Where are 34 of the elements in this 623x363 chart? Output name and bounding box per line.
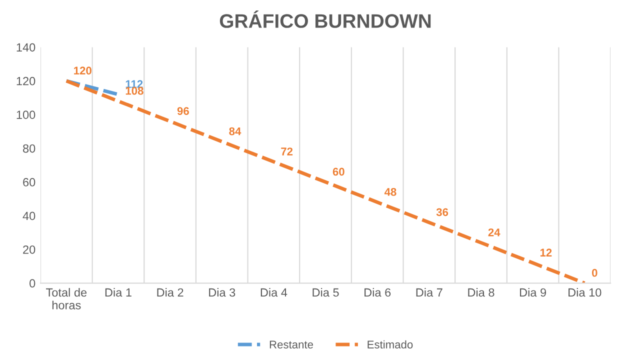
x-tick-label: Dia 7 bbox=[416, 288, 442, 297]
y-tick-label: 120 bbox=[16, 76, 36, 86]
x-tick-label: Dia 1 bbox=[105, 288, 132, 297]
data-label: 36 bbox=[436, 208, 448, 216]
x-tick-label: Dia 10 bbox=[568, 288, 602, 297]
data-label: 108 bbox=[126, 86, 144, 95]
data-label: 120 bbox=[74, 66, 92, 75]
legend-label: Estimado bbox=[368, 340, 413, 348]
y-tick-label: 0 bbox=[30, 279, 36, 288]
x-tick-label: Dia 8 bbox=[468, 288, 494, 297]
x-tick-label: Total de horas bbox=[46, 288, 87, 310]
y-tick-label: 20 bbox=[23, 245, 36, 254]
x-tick-label: Dia 2 bbox=[157, 288, 184, 297]
y-tick-label: 40 bbox=[22, 212, 36, 220]
x-tick-label: Dia 4 bbox=[260, 288, 288, 297]
data-label: 0 bbox=[592, 268, 598, 277]
legend-label: Restante bbox=[270, 340, 313, 348]
data-label: 96 bbox=[177, 107, 189, 115]
data-label: 72 bbox=[281, 148, 293, 156]
x-tick-label: Dia 5 bbox=[312, 288, 339, 297]
y-tick-label: 60 bbox=[23, 178, 36, 186]
line-series bbox=[64, 79, 586, 284]
x-tick-label: Dia 9 bbox=[520, 288, 546, 297]
data-label: 24 bbox=[488, 228, 500, 236]
y-tick-label: 140 bbox=[16, 43, 36, 52]
data-label: 84 bbox=[229, 127, 242, 136]
y-tick-label: 100 bbox=[16, 110, 36, 119]
chart-title: GRÁFICO BURNDOWN bbox=[220, 10, 431, 28]
x-tick-label: Dia 6 bbox=[364, 288, 391, 297]
x-tick-label: Dia 3 bbox=[209, 288, 236, 297]
data-label: 60 bbox=[332, 168, 344, 176]
y-tick-label: 80 bbox=[23, 144, 36, 153]
data-label: 48 bbox=[384, 188, 396, 196]
data-label: 12 bbox=[540, 248, 552, 256]
